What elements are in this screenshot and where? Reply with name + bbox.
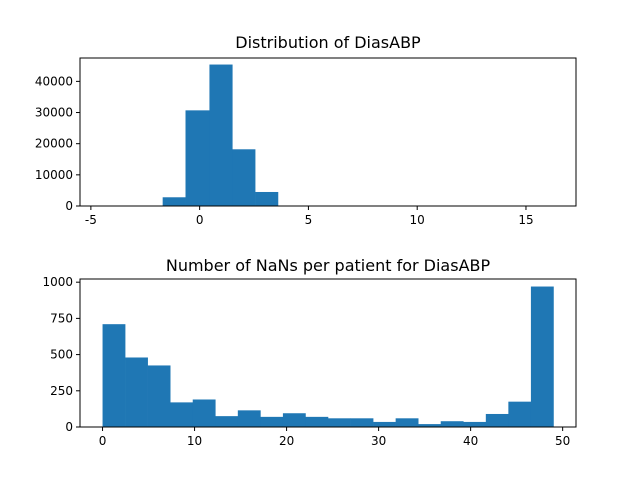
chart-title: Distribution of DiasABP [235,33,421,52]
bar-4 [192,399,216,427]
bar-8 [282,413,306,427]
x-tick-label-4: 40 [463,434,478,448]
y-tick-label-2: 500 [50,348,73,362]
bar-3 [162,197,186,206]
chart-title: Number of NaNs per patient for DiasABP [166,256,491,275]
bar-18 [508,401,532,427]
y-tick-label-0: 0 [65,199,73,213]
bar-19 [530,286,554,427]
x-tick-label-1: 0 [196,213,204,227]
bar-6 [232,149,256,206]
y-tick-label-4: 40000 [35,74,73,88]
x-tick-label-4: 15 [518,213,533,227]
y-tick-label-2: 20000 [35,137,73,151]
bar-7 [255,191,279,206]
x-tick-label-5: 50 [555,434,570,448]
x-tick-label-3: 10 [410,213,425,227]
axes-frame [79,57,577,207]
y-axis-ticks: 0 250 500 750 1000 [42,275,80,434]
bar-9 [305,416,329,427]
y-axis-ticks: 0 10000 20000 30000 40000 [35,74,80,213]
x-tick-label-2: 20 [279,434,294,448]
bar-13 [395,418,419,427]
bar-10 [328,418,351,427]
bar-11 [350,418,374,427]
x-tick-label-1: 10 [187,434,202,448]
x-axis-ticks: -5 0 5 10 15 [85,206,534,227]
x-axis-ticks: 0 10 20 30 40 50 [99,427,570,448]
bar-17 [485,413,509,427]
y-tick-label-1: 250 [50,384,73,398]
y-tick-label-3: 30000 [35,106,73,120]
bar-14 [418,424,442,427]
bar-16 [463,421,487,427]
y-tick-label-3: 750 [50,311,73,325]
bar-5 [209,64,233,206]
bar-2 [147,365,171,427]
bar-1 [125,357,148,427]
bar-6 [237,410,261,427]
axes-frame [79,278,577,428]
y-tick-label-1: 10000 [35,168,73,182]
bars [102,286,554,427]
bar-15 [440,421,464,427]
bar-12 [373,421,396,427]
bar-0 [102,324,126,427]
histogram-diasabp-values: Distribution of DiasABP -5 0 5 10 15 0 10000 2… [35,33,577,227]
histogram-nans-per-patient: Number of NaNs per patient for DiasABP 0… [42,256,577,448]
bar-7 [260,416,284,427]
x-tick-label-0: 0 [99,434,107,448]
bars [93,64,555,206]
y-tick-label-0: 0 [65,420,73,434]
x-tick-label-3: 30 [371,434,386,448]
x-tick-label-2: 5 [305,213,313,227]
bar-4 [185,110,210,206]
x-tick-label-0: -5 [85,213,97,227]
y-tick-label-4: 1000 [42,275,73,289]
bar-3 [170,402,194,427]
bar-5 [215,416,239,427]
